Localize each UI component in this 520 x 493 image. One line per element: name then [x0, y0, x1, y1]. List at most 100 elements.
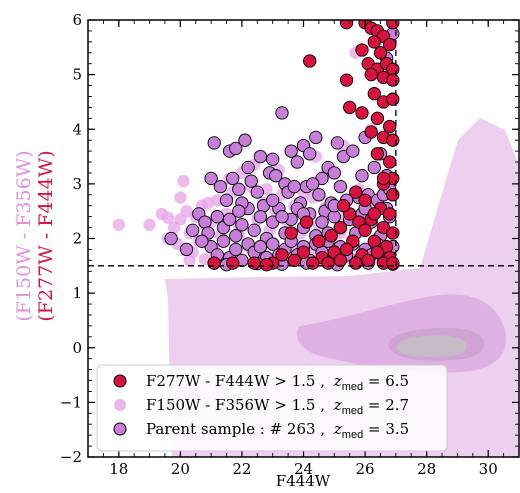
parent-sample-point-70 [327, 210, 341, 224]
parent-sample-point-28 [232, 182, 246, 196]
parent-sample-point-82 [229, 242, 243, 257]
legend: F277W - F444W > 1.5 , zmed = 6.5 F150W -… [96, 364, 448, 452]
f277w-f444w-point-27 [386, 133, 400, 147]
legend-label-parent-sample: Parent sample : # 263 , zmed = 3.5 [146, 420, 409, 441]
parent-sample-point-13 [303, 147, 317, 161]
legend-zmed-value-f150w-f356w: 2.7 [385, 396, 409, 414]
f277w-f444w-point-71 [358, 193, 372, 207]
f277w-f444w-point-42 [324, 229, 338, 243]
parent-sample-point-8 [275, 106, 289, 120]
y-axis-label-f150w-f356w: (F150W - F356W) [13, 150, 35, 321]
f277w-f444w-point-29 [383, 155, 397, 169]
parent-sample-point-5 [253, 149, 268, 164]
f277w-f444w-point-34 [383, 207, 397, 221]
f150w-f356w-point-61 [201, 196, 215, 210]
f277w-f444w-point-52 [296, 245, 311, 259]
y-tick-label: 2 [72, 230, 82, 248]
legend-zmed-equals: = [363, 396, 385, 414]
legend-zmed-subscript: med [342, 381, 363, 393]
y-axis-label-f277w-f444w: (F277W - F444W) [35, 150, 57, 321]
x-tick-label: 28 [417, 460, 436, 478]
density-core [396, 335, 467, 358]
parent-sample-point-130 [232, 204, 246, 218]
parent-sample-point-0 [207, 136, 221, 150]
legend-zmed-symbol: z [333, 372, 342, 390]
f277w-f444w-point-65 [226, 256, 240, 270]
f277w-f444w-point-74 [367, 207, 381, 221]
f277w-f444w-point-73 [376, 171, 391, 186]
parent-sample-point-11 [290, 155, 304, 169]
f277w-f444w-point-50 [370, 245, 385, 259]
parent-sample-point-58 [253, 210, 268, 224]
f277w-f444w-point-61 [306, 256, 320, 270]
x-axis-label: F444W [276, 472, 331, 490]
legend-label-parent-sample-text: Parent sample : # 263 , [146, 420, 325, 438]
f277w-f444w-point-72 [303, 54, 317, 68]
x-tick-label: 22 [232, 460, 251, 478]
parent-sample-point-38 [312, 188, 326, 202]
f277w-f444w-point-59 [275, 248, 289, 262]
y-tick-label: −2 [60, 448, 82, 466]
y-tick-labels: −2 −1 0 1 2 3 4 5 6 [60, 11, 82, 466]
legend-zmed-equals: = [363, 372, 385, 390]
legend-zmed-symbol: z [333, 396, 342, 414]
f277w-f444w-point-69 [284, 226, 298, 240]
parent-sample-point-86 [253, 240, 268, 254]
x-tick-labels: 18 20 22 24 26 28 30 [109, 460, 498, 478]
parent-sample-point-20 [346, 144, 360, 158]
x-tick-label: 30 [479, 460, 498, 478]
x-tick-label: 18 [109, 460, 128, 478]
f277w-f444w-point-75 [349, 185, 363, 199]
legend-box [96, 364, 448, 452]
parent-sample-point-51 [210, 210, 224, 224]
parent-sample-point-10 [284, 144, 298, 158]
y-tick-label: 4 [72, 120, 82, 138]
parent-sample-point-49 [198, 215, 212, 229]
legend-zmed-value-parent-sample: 3.5 [385, 420, 409, 438]
legend-zmed-subscript: med [342, 405, 363, 417]
f277w-f444w-point-58 [386, 256, 400, 270]
f277w-f444w-point-41 [333, 220, 348, 235]
f277w-f444w-point-21 [343, 100, 357, 115]
f277w-f444w-point-64 [247, 256, 261, 270]
f277w-f444w-point-67 [259, 258, 274, 272]
y-tick-label: 5 [72, 66, 82, 84]
f150w-f356w-point-66 [183, 254, 196, 267]
f277w-f444w-point-24 [383, 119, 397, 134]
f150w-f356w-point-5 [180, 205, 193, 218]
f277w-f444w-point-28 [370, 147, 385, 161]
f277w-f444w-point-22 [355, 106, 369, 120]
f277w-f444w-point-16 [339, 73, 354, 87]
f277w-f444w-point-6 [355, 43, 369, 57]
parent-sample-point-88 [266, 237, 280, 251]
f277w-f444w-point-18 [367, 87, 381, 101]
parent-sample-point-53 [222, 212, 237, 227]
parent-sample-point-7 [266, 152, 280, 166]
parent-sample-point-2 [229, 141, 243, 156]
f277w-f444w-point-7 [367, 35, 381, 49]
parent-sample-point-3 [238, 133, 252, 147]
parent-sample-point-25 [213, 179, 228, 194]
parent-sample-point-120 [367, 160, 381, 175]
parent-sample-point-30 [250, 185, 264, 199]
f277w-f444w-point-62 [321, 256, 335, 270]
f277w-f444w-point-25 [364, 125, 378, 139]
y-tick-label: 0 [72, 339, 82, 357]
legend-marker-f150w-f356w [114, 399, 126, 411]
parent-sample-point-17 [327, 166, 341, 180]
f277w-f444w-point-20 [386, 92, 400, 106]
parent-sample-point-57 [247, 223, 261, 237]
f277w-f444w-point-23 [370, 111, 385, 125]
parent-sample-point-4 [241, 160, 255, 175]
parent-sample-point-34 [287, 179, 301, 194]
parent-sample-point-125 [266, 193, 280, 207]
y-axis-label: (F150W - F356W) (F277W - F444W) [13, 150, 57, 321]
parent-sample-point-119 [195, 234, 209, 248]
x-tick-label: 24 [294, 460, 313, 478]
parent-sample-point-18 [330, 136, 345, 150]
f150w-f356w-point-0 [112, 218, 126, 231]
legend-zmed-value-f277w-f444w: 6.5 [385, 372, 409, 390]
series-f277w-f444w-points [207, 20, 400, 272]
x-tick-label: 20 [171, 460, 190, 478]
